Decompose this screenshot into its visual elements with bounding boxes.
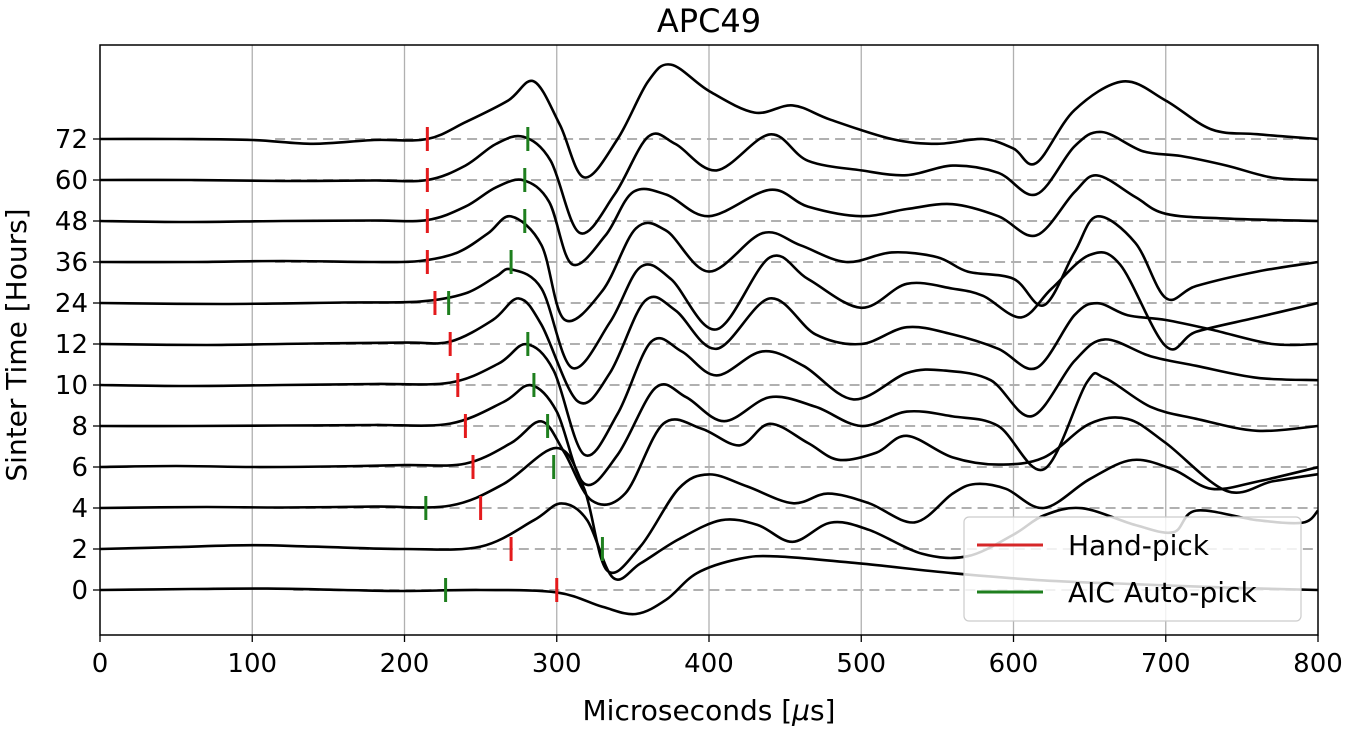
x-tick-label: 600 <box>989 649 1039 679</box>
trace-72h <box>99 63 1319 179</box>
y-tick-label: 8 <box>71 412 88 442</box>
legend-aic-pick-label: AIC Auto-pick <box>1068 576 1257 609</box>
x-tick-label: 400 <box>684 649 734 679</box>
trace-12h <box>99 295 1319 405</box>
legend-hand-pick-label: Hand-pick <box>1068 529 1210 562</box>
trace-24h <box>99 250 1319 370</box>
y-tick-label: 4 <box>71 494 88 524</box>
y-tick-label: 0 <box>71 576 88 606</box>
x-axis-ticks: 0 100 200 300 400 500 600 700 800 <box>92 635 1343 679</box>
y-tick-label: 10 <box>55 371 88 401</box>
trace-8h <box>99 371 1319 487</box>
trace-10h <box>99 336 1319 457</box>
legend-box <box>963 516 1302 622</box>
chart-title: APC49 <box>657 2 761 40</box>
trace-4h <box>99 446 1319 574</box>
picks <box>424 127 604 602</box>
x-tick-label: 100 <box>227 649 277 679</box>
y-tick-label: 12 <box>55 330 88 360</box>
y-tick-label: 24 <box>55 289 88 319</box>
x-tick-label: 700 <box>1141 649 1191 679</box>
x-tick-label: 0 <box>92 649 109 679</box>
y-tick-label: 2 <box>71 535 88 565</box>
baselines <box>273 138 1318 591</box>
y-tick-label: 6 <box>71 453 88 483</box>
x-tick-label: 300 <box>532 649 582 679</box>
x-tick-label: 500 <box>836 649 886 679</box>
x-axis-label: Microseconds [μs] <box>583 694 836 727</box>
y-tick-label: 36 <box>55 248 88 278</box>
legend: Hand-pick AIC Auto-pick <box>963 516 1302 622</box>
x-tick-label: 200 <box>380 649 430 679</box>
trace-6h <box>99 416 1319 506</box>
y-tick-label: 48 <box>55 207 88 237</box>
y-tick-label: 60 <box>55 166 88 196</box>
y-axis-label: Sinter Time [Hours] <box>0 208 33 481</box>
y-tick-label: 72 <box>55 125 88 155</box>
x-tick-label: 800 <box>1293 649 1343 679</box>
